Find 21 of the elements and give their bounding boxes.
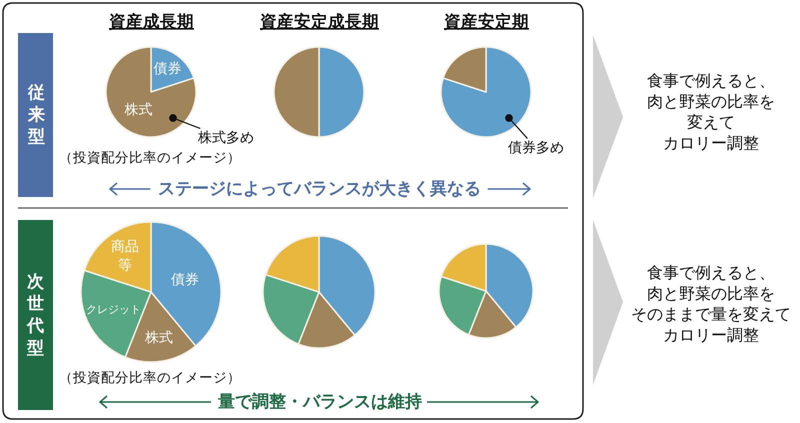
text: 株式多め — [197, 130, 254, 146]
slice-label: クレジット — [86, 302, 141, 316]
text: 食事で例えると、肉と野菜の比率をそのままで量を変えてカロリー調整 — [631, 263, 791, 344]
chart-title: 資産安定成長期 — [259, 12, 379, 31]
slice-label: 株式 — [123, 102, 152, 118]
text: 食事で例えると、肉と野菜の比率を変えてカロリー調整 — [647, 71, 775, 152]
pie-slice — [440, 46, 532, 138]
slice-label: 商品等 — [111, 239, 140, 274]
text: 債券多め — [508, 140, 564, 156]
text: 量で調整・バランスは維持 — [217, 392, 422, 412]
slice-label: 債券 — [170, 272, 199, 288]
slice-label: 債券 — [154, 61, 182, 78]
pie-slice — [105, 46, 197, 138]
slice-label: 株式 — [144, 330, 173, 346]
chart-title: 資産安定期 — [443, 12, 529, 31]
text: （投資配分比率のイメージ） — [59, 370, 241, 386]
text: （投資配分比率のイメージ） — [59, 150, 241, 166]
text: 次世代型 — [26, 272, 45, 358]
chart-title: 資産成長期 — [108, 12, 194, 31]
text: 従来型 — [27, 83, 45, 148]
text: ステージによってバランスが大きく異なる — [158, 179, 481, 199]
